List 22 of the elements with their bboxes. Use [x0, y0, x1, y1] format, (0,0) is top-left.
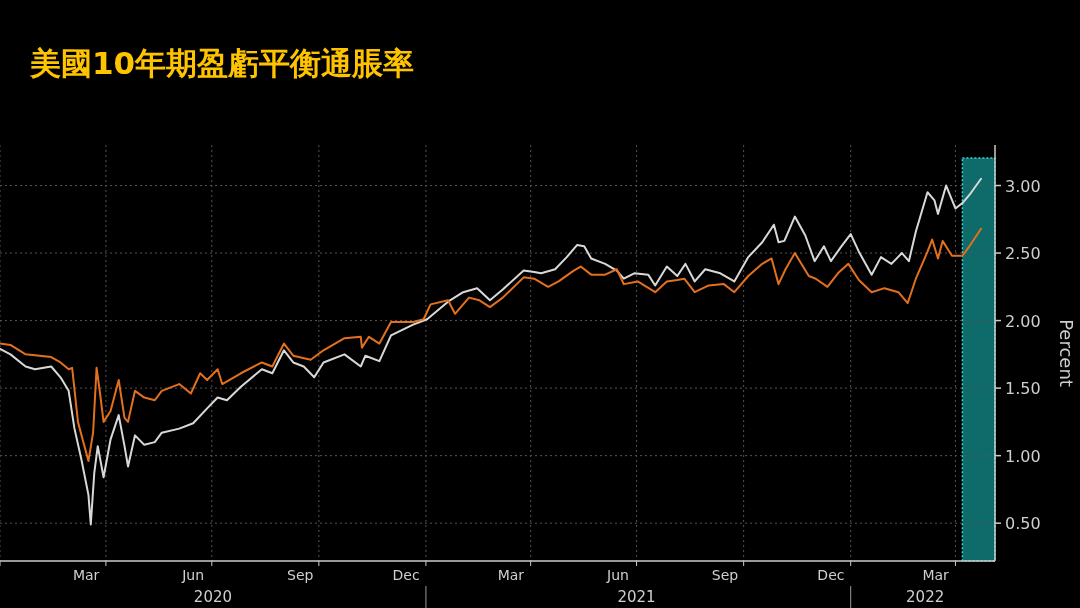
- y-tick-label: 2.50: [1005, 244, 1041, 264]
- x2-tick-label: 2022: [906, 588, 945, 606]
- chart-title: 美國10年期盈虧平衡通脹率: [29, 45, 415, 81]
- x-tick-label: Sep: [287, 567, 314, 583]
- x-tick-label: Dec: [392, 567, 420, 583]
- x2-tick-label: 2020: [193, 588, 233, 606]
- x-tick-label: Sep: [711, 567, 739, 583]
- y-tick-label: 2.00: [1005, 311, 1041, 331]
- y-axis-title: Percent: [1056, 319, 1077, 387]
- line-series: [0, 227, 983, 463]
- x-tick-label: Mar: [497, 567, 525, 583]
- x-tick-label: Jun: [181, 567, 205, 583]
- y-tick-label: 0.50: [1005, 514, 1041, 534]
- x-tick-label: Jun: [606, 567, 629, 583]
- x-tick-label: Dec: [817, 567, 845, 583]
- y-tick-label: 1.00: [1005, 446, 1041, 466]
- y-tick-label: 3.00: [1005, 176, 1041, 196]
- x-tick-label: Mar: [922, 567, 950, 583]
- x2-tick-label: 2021: [617, 588, 656, 606]
- line-series: [0, 177, 983, 526]
- x-tick-label: Mar: [72, 567, 100, 583]
- y-tick-label: 1.50: [1005, 379, 1041, 399]
